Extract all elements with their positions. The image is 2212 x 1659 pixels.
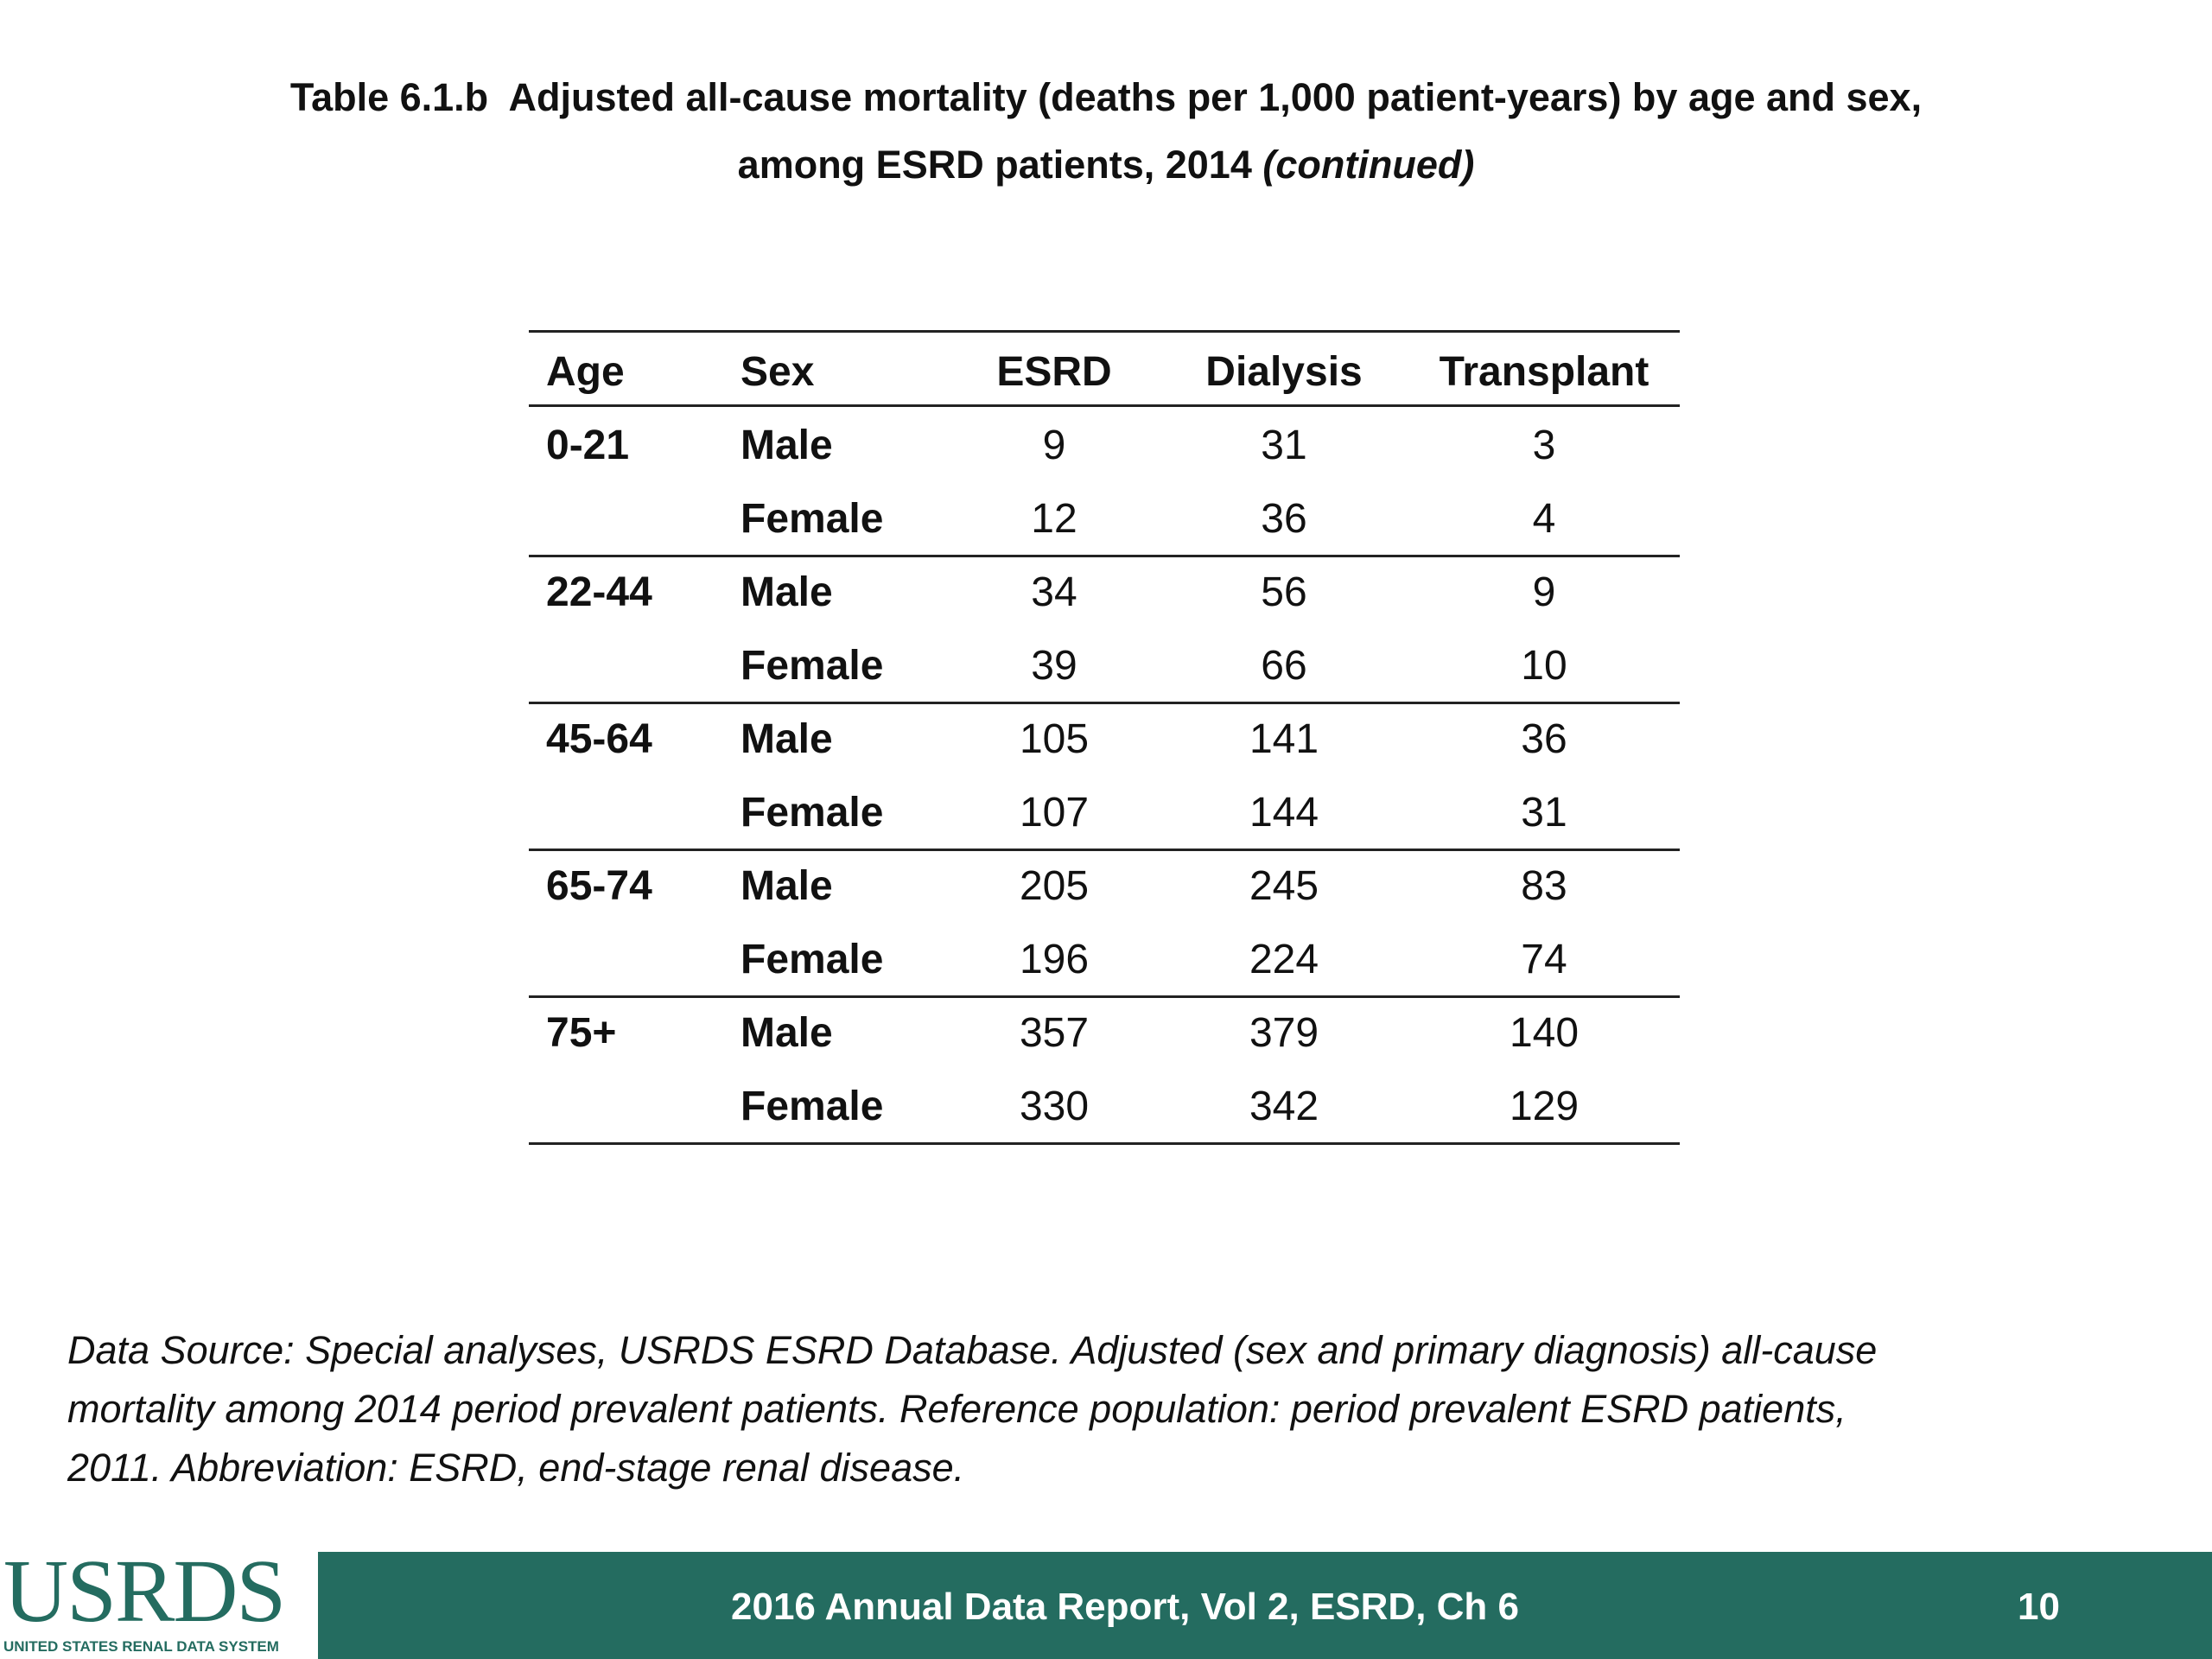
value-cell: 245 <box>1249 863 1319 909</box>
value-cell: 105 <box>1019 716 1090 762</box>
value-cell: 83 <box>1521 863 1567 909</box>
value-cell: 205 <box>1019 863 1090 909</box>
table-rule <box>529 1141 1680 1145</box>
sex-cell: Female <box>741 937 884 982</box>
sex-cell: Female <box>741 1084 884 1129</box>
value-cell: 129 <box>1509 1084 1580 1129</box>
logo-subtitle: UNITED STATES RENAL DATA SYSTEM <box>3 1638 279 1655</box>
value-cell: 330 <box>1019 1084 1090 1129</box>
column-header: Sex <box>741 349 815 395</box>
value-cell: 39 <box>1031 643 1077 689</box>
value-cell: 31 <box>1261 423 1307 468</box>
value-cell: 4 <box>1532 496 1556 542</box>
table-rule <box>529 404 1680 407</box>
column-header: ESRD <box>996 349 1112 395</box>
logo: USRDS UNITED STATES RENAL DATA SYSTEM <box>0 1540 318 1659</box>
age-group: 65-74 <box>546 863 652 909</box>
value-cell: 224 <box>1249 937 1319 982</box>
title-note: (continued) <box>1262 143 1475 187</box>
footnote-line: mortality among 2014 period prevalent pa… <box>67 1387 1847 1431</box>
value-cell: 196 <box>1019 937 1090 982</box>
sex-cell: Male <box>741 569 833 615</box>
table-rule <box>529 995 1680 998</box>
value-cell: 66 <box>1261 643 1307 689</box>
sex-cell: Female <box>741 496 884 542</box>
value-cell: 3 <box>1532 423 1556 468</box>
age-group: 22-44 <box>546 569 652 615</box>
sex-cell: Male <box>741 423 833 468</box>
age-group: 75+ <box>546 1010 617 1056</box>
footer-text: 2016 Annual Data Report, Vol 2, ESRD, Ch… <box>731 1586 1519 1628</box>
value-cell: 34 <box>1031 569 1077 615</box>
column-header: Transplant <box>1439 349 1649 395</box>
footnote-line: Data Source: Special analyses, USRDS ESR… <box>67 1328 1878 1372</box>
sex-cell: Male <box>741 716 833 762</box>
value-cell: 141 <box>1249 716 1319 762</box>
value-cell: 74 <box>1521 937 1567 982</box>
value-cell: 107 <box>1019 790 1090 836</box>
title-line: among ESRD patients, 2014 (continued) <box>0 145 2212 184</box>
value-cell: 56 <box>1261 569 1307 615</box>
age-group: 45-64 <box>546 716 652 762</box>
footnote-line: 2011. Abbreviation: ESRD, end-stage rena… <box>67 1446 965 1490</box>
value-cell: 10 <box>1521 643 1567 689</box>
value-cell: 12 <box>1031 496 1077 542</box>
column-header: Age <box>546 349 625 395</box>
title-line: Table 6.1.b Adjusted all-cause mortality… <box>289 75 1923 119</box>
table-rule <box>529 848 1680 851</box>
footer-bar <box>0 1552 2212 1659</box>
age-group: 0-21 <box>546 423 630 468</box>
sex-cell: Male <box>741 1010 833 1056</box>
value-cell: 9 <box>1042 423 1066 468</box>
sex-cell: Female <box>741 790 884 836</box>
table-rule <box>529 701 1680 704</box>
value-cell: 357 <box>1019 1010 1090 1056</box>
value-cell: 9 <box>1532 569 1556 615</box>
table-rule <box>529 554 1680 557</box>
table-rule <box>529 330 1680 333</box>
logo-text: USRDS <box>3 1541 286 1641</box>
value-cell: 342 <box>1249 1084 1319 1129</box>
value-cell: 36 <box>1261 496 1307 542</box>
value-cell: 140 <box>1509 1010 1580 1056</box>
sex-cell: Female <box>741 643 884 689</box>
value-cell: 379 <box>1249 1010 1319 1056</box>
value-cell: 36 <box>1521 716 1567 762</box>
value-cell: 144 <box>1249 790 1319 836</box>
value-cell: 31 <box>1521 790 1567 836</box>
page-number: 10 <box>2018 1586 2060 1628</box>
title-text: among ESRD patients, 2014 <box>737 143 1252 187</box>
column-header: Dialysis <box>1205 349 1363 395</box>
sex-cell: Male <box>741 863 833 909</box>
